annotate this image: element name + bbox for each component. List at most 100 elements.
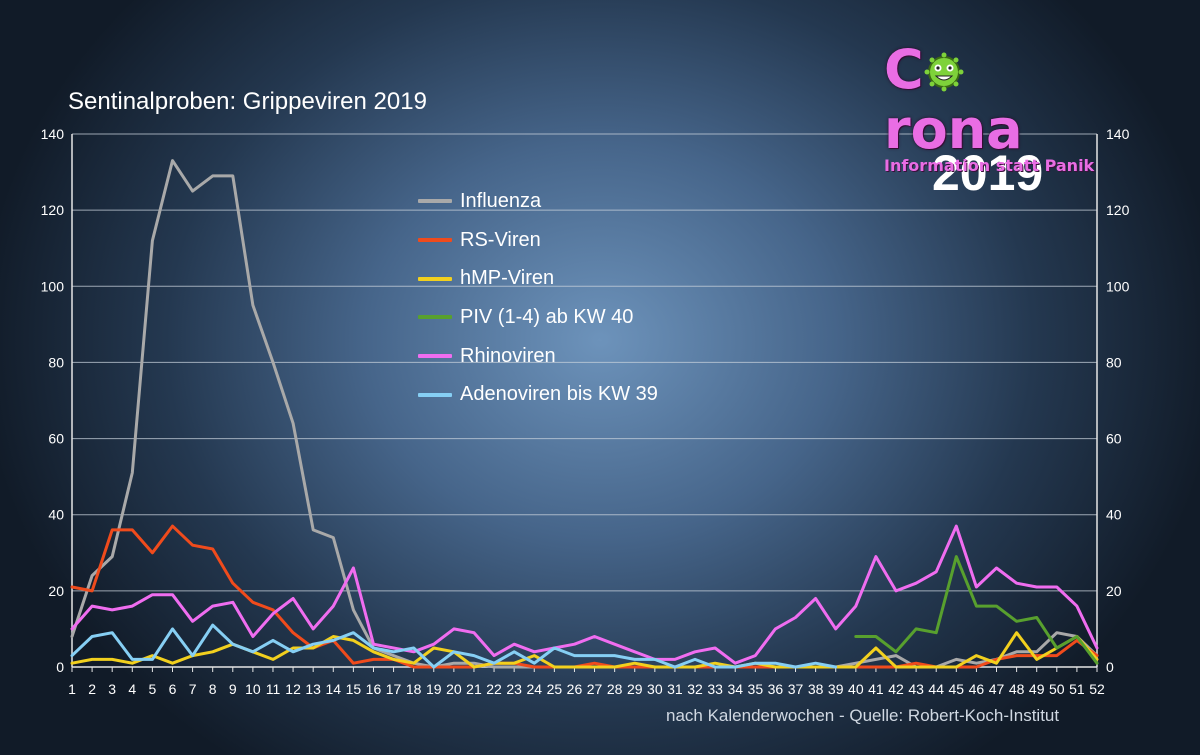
x-tick-label: 45	[949, 681, 965, 697]
x-tick-label: 39	[828, 681, 844, 697]
y-tick-label: 40	[48, 507, 64, 523]
series-lines	[70, 159, 1099, 669]
x-tick-label: 34	[727, 681, 743, 697]
y-tick-label: 0	[56, 659, 64, 675]
x-tick-label: 9	[229, 681, 237, 697]
x-tick-label: 14	[325, 681, 341, 697]
legend-swatch	[418, 315, 452, 320]
legend-swatch	[418, 238, 452, 243]
y-axis-right: 0 20 40 60 80 100 120 140	[1096, 126, 1130, 675]
legend-label: hMP-Viren	[460, 267, 555, 290]
series-adenoviren-bis-kw-39	[70, 623, 838, 669]
series-line	[70, 623, 838, 669]
x-tick-label: 50	[1049, 681, 1065, 697]
logo-tagline: Information statt Panik	[884, 156, 1095, 175]
series-line	[854, 555, 1099, 665]
series-rhinoviren	[70, 524, 1099, 665]
x-tick-label: 10	[245, 681, 261, 697]
x-tick-label: 26	[567, 681, 583, 697]
x-tick-label: 27	[587, 681, 603, 697]
x-tick-label: 33	[707, 681, 723, 697]
x-tick-label: 28	[607, 681, 623, 697]
x-tick-label: 13	[305, 681, 321, 697]
x-tick-label: 43	[908, 681, 924, 697]
y-tick-label: 80	[48, 354, 64, 370]
x-tick-label: 24	[526, 681, 542, 697]
x-tick-label: 38	[808, 681, 824, 697]
x-tick-label: 22	[486, 681, 502, 697]
series-line	[70, 524, 1099, 669]
x-tick-label: 36	[768, 681, 784, 697]
x-tick-label: 19	[426, 681, 442, 697]
logo-word-rest: rona	[884, 98, 1023, 161]
x-tick-label: 4	[128, 681, 136, 697]
y-tick-label-right: 140	[1106, 126, 1130, 142]
y-tick-label-right: 100	[1106, 278, 1130, 294]
x-tick-label: 7	[189, 681, 197, 697]
x-tick-label: 12	[285, 681, 301, 697]
legend-label: Influenza	[460, 189, 542, 212]
x-axis: 1 2 3 4 5 6 7 8 9 10 11 12 13 14 15 16 17 18 19 20 21 22 23 24 2…	[68, 667, 1105, 697]
y-tick-label: 140	[41, 126, 65, 142]
x-tick-label: 25	[547, 681, 563, 697]
legend-swatch	[418, 354, 452, 359]
x-tick-label: 51	[1069, 681, 1085, 697]
x-tick-label: 16	[366, 681, 382, 697]
x-tick-label: 49	[1029, 681, 1045, 697]
x-tick-label: 20	[446, 681, 462, 697]
x-tick-label: 8	[209, 681, 217, 697]
legend-item: Adenoviren bis KW 39	[418, 375, 658, 414]
legend-item: PIV (1-4) ab KW 40	[418, 298, 658, 337]
x-tick-label: 29	[627, 681, 643, 697]
legend-item: Influenza	[418, 182, 658, 221]
legend-item: hMP-Viren	[418, 259, 658, 298]
x-tick-label: 42	[888, 681, 904, 697]
series-piv-1-4-ab-kw-40	[854, 555, 1099, 665]
legend-label: Adenoviren bis KW 39	[460, 383, 658, 406]
chart-legend: Influenza RS-Viren hMP-Viren PIV (1-4) ab K…	[418, 182, 658, 414]
x-tick-label: 48	[1009, 681, 1025, 697]
series-line	[70, 524, 1099, 665]
y-tick-label: 60	[48, 431, 64, 447]
x-tick-label: 35	[748, 681, 764, 697]
x-tick-label: 11	[266, 681, 281, 697]
x-tick-label: 37	[788, 681, 804, 697]
x-tick-label: 52	[1089, 681, 1105, 697]
y-tick-label-right: 120	[1106, 202, 1130, 218]
y-axis-left: 0 20 40 60 80 100 120 140	[41, 126, 73, 675]
y-tick-label: 120	[41, 202, 65, 218]
x-tick-label: 21	[466, 681, 482, 697]
virus-face-icon	[924, 52, 964, 92]
legend-label: RS-Viren	[460, 228, 541, 251]
x-tick-label: 30	[647, 681, 663, 697]
x-tick-label: 47	[989, 681, 1005, 697]
corona-logo: C rona Information statt Panik	[884, 40, 1099, 176]
legend-item: RS-Viren	[418, 221, 658, 260]
y-tick-label-right: 20	[1106, 583, 1122, 599]
y-tick-label: 20	[48, 583, 64, 599]
series-rs-viren	[70, 524, 1099, 669]
legend-label: Rhinoviren	[460, 344, 556, 367]
logo-wordmark: C rona	[884, 40, 1099, 160]
x-tick-label: 46	[969, 681, 985, 697]
legend-swatch	[418, 392, 452, 397]
x-tick-label: 2	[88, 681, 96, 697]
legend-label: PIV (1-4) ab KW 40	[460, 305, 634, 328]
x-tick-label: 31	[667, 681, 683, 697]
y-tick-label-right: 60	[1106, 431, 1122, 447]
legend-swatch	[418, 199, 452, 204]
x-tick-label: 6	[169, 681, 177, 697]
y-tick-label: 100	[41, 278, 65, 294]
logo-letter-c: C	[884, 38, 924, 101]
x-tick-label: 15	[346, 681, 362, 697]
x-tick-label: 40	[848, 681, 864, 697]
legend-item: Rhinoviren	[418, 337, 658, 376]
x-tick-label: 5	[148, 681, 156, 697]
y-tick-label-right: 80	[1106, 354, 1122, 370]
x-tick-label: 23	[506, 681, 522, 697]
legend-swatch	[418, 276, 452, 281]
x-tick-label: 18	[406, 681, 422, 697]
y-tick-label-right: 40	[1106, 507, 1122, 523]
source-note: nach Kalenderwochen - Quelle: Robert-Koc…	[666, 706, 1060, 725]
